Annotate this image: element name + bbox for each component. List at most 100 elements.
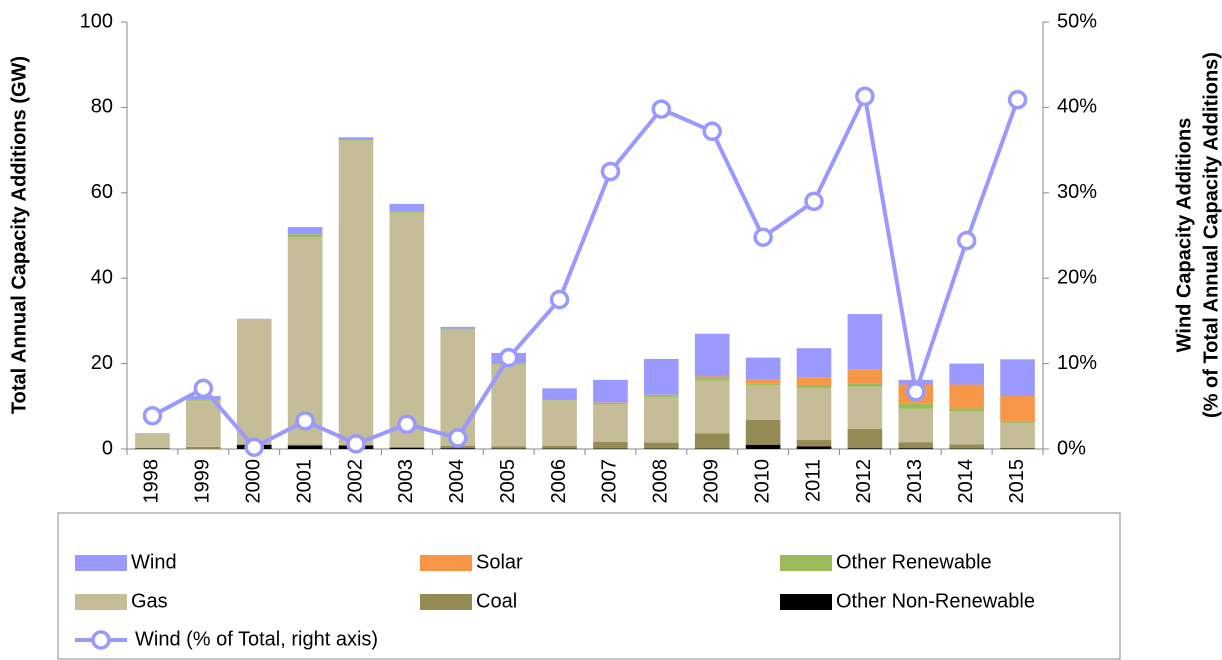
- x-tick-label: 2009: [701, 459, 723, 504]
- bar-segment: [542, 388, 577, 400]
- x-tick-label: 2015: [1006, 459, 1028, 504]
- x-tick-label: 2004: [446, 459, 468, 504]
- x-tick-label: 2002: [344, 459, 366, 504]
- y2-tick-label: 40%: [1057, 96, 1097, 118]
- bar-segment: [135, 434, 170, 448]
- legend-swatch: [75, 594, 127, 610]
- bar-segment: [796, 387, 832, 441]
- x-tick-label: 2014: [955, 459, 977, 504]
- line: [151, 89, 1020, 450]
- bar-segment: [491, 446, 526, 449]
- bar-segment: [796, 440, 832, 447]
- bar-segment: [1000, 359, 1035, 397]
- bar-segment: [440, 326, 476, 329]
- bar-segment: [135, 447, 170, 449]
- x-tick-label: 2003: [395, 459, 417, 504]
- bar-segment: [644, 394, 679, 396]
- legend-label: Other Renewable: [836, 551, 992, 573]
- bar-segment: [949, 384, 984, 409]
- bar-segment: [287, 444, 323, 446]
- bar-segment: [287, 445, 323, 449]
- line-marker: [346, 434, 366, 454]
- legend-swatch: [780, 555, 832, 571]
- y2-tick-label: 50%: [1057, 10, 1097, 32]
- bar-segment: [1000, 422, 1035, 448]
- bar-segment: [847, 448, 883, 449]
- bar-segment: [542, 446, 577, 449]
- x-tick-label: 2008: [650, 459, 672, 504]
- y-tick-label: 40: [91, 266, 113, 288]
- bar-segment: [898, 442, 934, 449]
- bar-segment: [694, 333, 730, 377]
- bar-segment: [389, 446, 425, 448]
- line-marker: [142, 405, 163, 426]
- x-tick-label: 2010: [751, 459, 773, 504]
- y-tick-label: 0: [102, 437, 113, 459]
- x-tick-label: 2001: [293, 459, 315, 504]
- line-marker: [855, 86, 875, 107]
- line-marker: [600, 161, 621, 182]
- bar-segment: [949, 363, 984, 385]
- line-marker: [651, 99, 672, 119]
- x-tick-label: 2011: [802, 459, 824, 502]
- x-tick-label: 1998: [141, 459, 163, 504]
- bar-segment: [389, 212, 425, 447]
- bar-segment: [847, 314, 883, 370]
- bar-segment: [186, 400, 221, 447]
- bar-segment: [949, 444, 984, 449]
- bar-segment: [440, 328, 476, 330]
- bar-segment: [745, 383, 781, 385]
- x-tick-label: 2005: [497, 459, 519, 504]
- bar-segment: [440, 448, 476, 449]
- bar-segment: [745, 419, 781, 445]
- y2-tick-label: 10%: [1057, 352, 1097, 374]
- bar-segment: [186, 399, 221, 401]
- y2-tick-label: 20%: [1057, 266, 1097, 288]
- y-tick-label: 20: [91, 352, 113, 374]
- bar-segment: [745, 444, 781, 449]
- bar-segment: [898, 403, 934, 409]
- x-tick-label: 2006: [548, 459, 570, 504]
- line-marker: [753, 227, 773, 247]
- bar-segment: [796, 348, 832, 378]
- bar-segment: [898, 448, 934, 449]
- line-marker: [1007, 89, 1028, 110]
- bar-segment: [694, 433, 730, 449]
- bar-segment: [593, 402, 628, 405]
- bar-segment: [949, 410, 984, 445]
- bar-segment: [338, 138, 374, 141]
- bar-segment: [186, 446, 221, 449]
- bar-segment: [542, 399, 577, 401]
- bar-segment: [847, 383, 883, 387]
- bar-segment: [440, 329, 476, 447]
- bar-segment: [389, 203, 425, 212]
- bar-segment: [745, 384, 781, 420]
- bar-segment: [796, 384, 832, 388]
- bar-segment: [338, 140, 374, 445]
- bar-segment: [898, 408, 934, 443]
- x-tick-label: 1999: [192, 459, 214, 504]
- y-axis-title: Total Annual Capacity Additions (GW): [8, 56, 30, 414]
- line-marker: [549, 289, 570, 310]
- bar-segment: [694, 380, 730, 434]
- line-marker: [397, 414, 417, 434]
- x-tick-label: 2007: [599, 459, 621, 504]
- line-marker: [448, 428, 468, 448]
- legend-marker: [91, 630, 111, 650]
- bar-segment: [847, 369, 883, 384]
- y2-tick-label: 30%: [1057, 181, 1097, 203]
- bar-segment: [236, 319, 272, 445]
- legend-label: Solar: [476, 551, 523, 573]
- y-tick-label: 100: [80, 10, 113, 32]
- x-tick-label: 2013: [904, 459, 926, 504]
- line-marker: [804, 191, 824, 212]
- bar-segment: [796, 377, 832, 385]
- bar-segment: [1000, 447, 1035, 449]
- bar-segment: [949, 408, 984, 411]
- bar-segment: [745, 357, 781, 380]
- x-tick-label: 2000: [243, 459, 265, 504]
- y-tick-label: 60: [91, 181, 113, 203]
- y2-tick-label: 0%: [1057, 437, 1086, 459]
- bar-segment: [593, 404, 628, 442]
